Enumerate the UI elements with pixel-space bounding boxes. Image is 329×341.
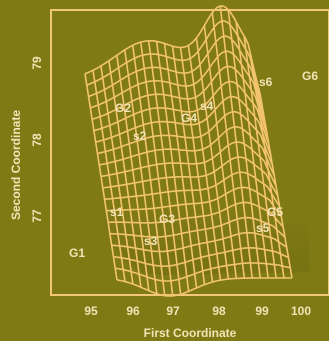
mesh-line <box>102 156 279 197</box>
point-label-s6: s6 <box>259 75 273 89</box>
mesh-line <box>104 171 281 207</box>
mesh-line <box>116 277 292 297</box>
y-tick-label: 79 <box>30 56 44 70</box>
x-axis-title: First Coordinate <box>144 326 237 340</box>
mesh-line <box>97 110 274 166</box>
mesh-line <box>108 201 284 228</box>
point-label-s5: s5 <box>256 221 270 235</box>
mesh-line <box>115 262 291 282</box>
mesh-line <box>84 5 261 94</box>
mesh-line <box>100 141 277 187</box>
mesh-line <box>88 35 265 115</box>
x-tick-label: 96 <box>126 304 140 318</box>
y-tick-label: 77 <box>30 209 44 223</box>
y-tick-label: 78 <box>30 133 44 147</box>
point-label-g6: G6 <box>302 69 318 83</box>
mesh-line <box>86 20 263 104</box>
point-label-g2: G2 <box>115 101 131 115</box>
mesh-line <box>99 125 275 176</box>
point-label-s2: s2 <box>133 129 147 143</box>
mesh-line <box>95 95 272 156</box>
plot-frame <box>50 9 329 296</box>
y-axis-title: Second Coordinate <box>9 110 23 220</box>
x-tick-label: 97 <box>166 304 180 318</box>
point-label-g1: G1 <box>69 246 85 260</box>
point-label-g5: G5 <box>267 205 283 219</box>
x-tick-label: 100 <box>291 304 311 318</box>
point-label-g4: G4 <box>181 111 197 125</box>
mesh-line <box>113 246 289 268</box>
surface-mesh <box>84 5 293 297</box>
x-tick-label: 98 <box>212 304 226 318</box>
point-label-g3: G3 <box>159 212 175 226</box>
point-label-s3: s3 <box>144 234 158 248</box>
mesh-line <box>90 50 267 125</box>
mesh-line <box>93 80 270 145</box>
point-label-s1: s1 <box>110 205 124 219</box>
x-tick-label: 95 <box>84 304 98 318</box>
point-label-s4: s4 <box>200 99 214 113</box>
mesh-line <box>91 65 268 135</box>
mesh-line <box>111 231 288 253</box>
x-tick-label: 99 <box>255 304 269 318</box>
mesh-line <box>109 216 286 238</box>
mesh-line <box>106 186 282 217</box>
